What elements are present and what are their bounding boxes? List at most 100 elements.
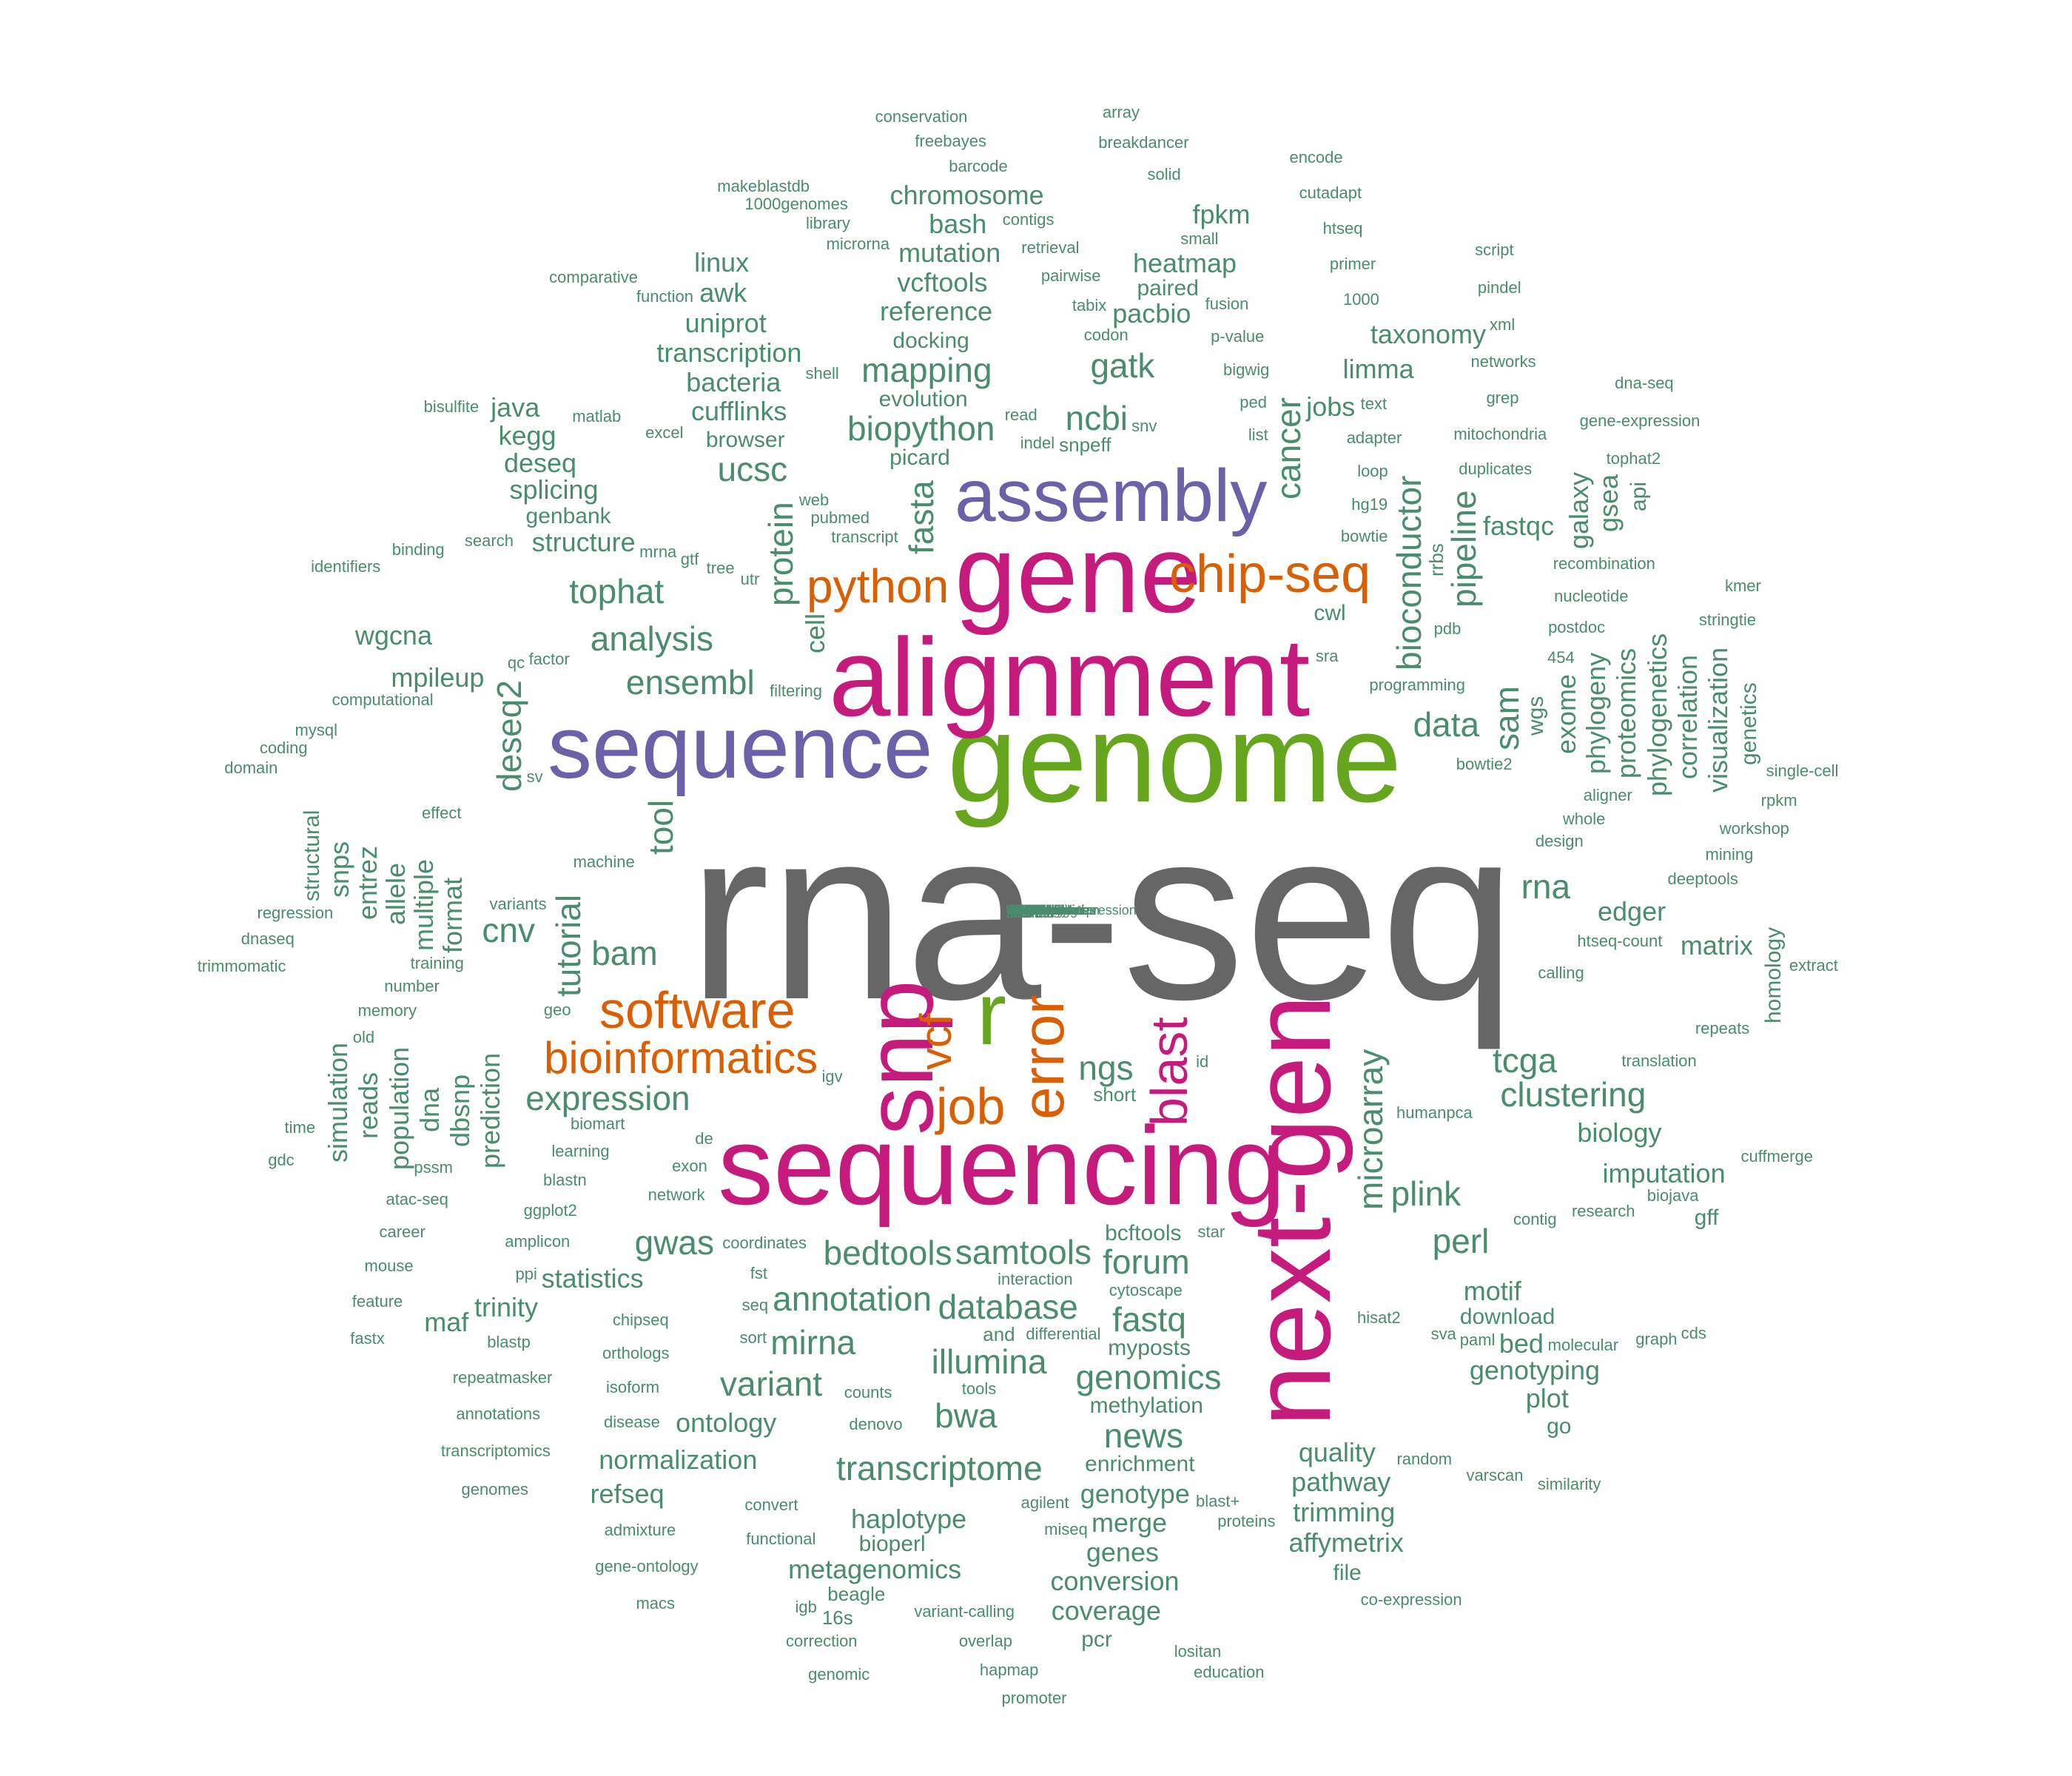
cloud-word: eqtl [1006, 903, 1029, 918]
cloud-word: igb [795, 1598, 817, 1617]
cloud-word: convert [744, 1496, 798, 1515]
cloud-word: exon [672, 1157, 707, 1176]
cloud-word: hapmap [979, 1660, 1039, 1679]
cloud-word: haploview [1006, 903, 1066, 918]
cloud-word: reference [880, 296, 993, 327]
cloud-word: picard [889, 445, 950, 470]
cloud-word: assembly [955, 454, 1268, 537]
cloud-word: 454 [1547, 648, 1575, 667]
cloud-word: blast+ [1196, 1492, 1240, 1511]
cloud-word: genbank [525, 503, 611, 528]
cloud-word: repeatmasker [452, 1368, 553, 1387]
cloud-word: score [1006, 903, 1040, 918]
cloud-word: counts [844, 1383, 892, 1402]
cloud-word: motif [1463, 1275, 1521, 1306]
cloud-word: phasing [1006, 903, 1054, 918]
cloud-word: sed [1006, 903, 1029, 918]
cloud-word: programming [1369, 676, 1465, 695]
cloud-word: bioconductor [1390, 475, 1429, 670]
cloud-word: gdc [268, 1151, 295, 1170]
cloud-word: copy [1006, 903, 1035, 918]
cloud-word: simulation [322, 1042, 353, 1163]
cloud-word: genomes [461, 1479, 528, 1498]
cloud-word: extraction [1006, 903, 1065, 918]
cloud-word: correction [785, 1632, 858, 1650]
cloud-word: data [1413, 705, 1480, 744]
cloud-word: genomic [808, 1665, 870, 1684]
cloud-word: differential [1026, 1325, 1101, 1344]
cloud-word: differential-expression [1006, 903, 1137, 918]
cloud-word: plink [1390, 1174, 1462, 1213]
cloud-word: similarity [1537, 1474, 1601, 1493]
cloud-word: variant [720, 1364, 823, 1403]
cloud-word: microarray [1350, 1049, 1390, 1210]
cloud-word: paml [1459, 1330, 1496, 1349]
cloud-word: files [1006, 903, 1031, 918]
cloud-word: wiggle [1006, 903, 1045, 918]
cloud-word: split [1006, 903, 1031, 918]
cloud-word: macs2 [1006, 903, 1046, 918]
cloud-word: sva [1430, 1325, 1456, 1344]
cloud-word: installation [1006, 903, 1070, 918]
cloud-word: mpileup [391, 662, 485, 693]
cloud-word: classification [1006, 903, 1083, 918]
cloud-word: retrieval [1021, 238, 1080, 257]
cloud-word: statistics [541, 1263, 644, 1294]
cloud-word: postdoc [1548, 618, 1606, 637]
cloud-word: orthomcl [1006, 903, 1058, 918]
cloud-word: deseq2 [490, 680, 529, 793]
cloud-word: script [1475, 240, 1514, 259]
cloud-word: multiple [408, 859, 440, 952]
cloud-word: regression [257, 904, 334, 923]
cloud-word: survival [1006, 903, 1052, 918]
cloud-word: matrix [1680, 930, 1753, 961]
cloud-word: intersect [1006, 903, 1057, 918]
cloud-word: normalization [599, 1444, 758, 1475]
cloud-word: frequency [1006, 903, 1066, 918]
cloud-word: bwa [935, 1396, 998, 1435]
cloud-word: file [1333, 1560, 1362, 1585]
cloud-word: filtering [770, 681, 822, 700]
cloud-word: pysam [1006, 903, 1046, 918]
cloud-word: chip-seq [1169, 545, 1371, 604]
cloud-word: text [1360, 394, 1388, 414]
cloud-word: index [1006, 903, 1039, 918]
cloud-word: protein [761, 502, 801, 606]
cloud-word: gene-ontology [595, 1557, 699, 1576]
cloud-word: gene [955, 511, 1202, 636]
cloud-word: ion [1006, 903, 1025, 918]
cloud-word: long [1006, 903, 1032, 918]
cloud-word: circos [1006, 903, 1042, 918]
cloud-word: filter [1006, 903, 1032, 918]
cloud-word: blast [1140, 1017, 1198, 1126]
cloud-word: rrna [1006, 903, 1031, 918]
cloud-word: sam [1487, 685, 1526, 750]
cloud-word: software [599, 981, 796, 1039]
cloud-word: refseq [590, 1478, 665, 1509]
cloud-word: bedops [1006, 903, 1051, 918]
cloud-word: bowtie2 [1456, 754, 1513, 773]
cloud-word: msa [1006, 903, 1032, 918]
cloud-word: docking [892, 328, 969, 353]
cloud-word: systems [1006, 903, 1056, 918]
cloud-word: affymetrix [1288, 1527, 1404, 1558]
cloud-word: genotyping [1469, 1355, 1601, 1386]
cloud-word: 1000genomes [744, 195, 848, 214]
cloud-word: disease [604, 1413, 660, 1432]
cloud-word: tumor [1006, 903, 1041, 918]
cloud-word: cigar [1006, 903, 1036, 918]
cloud-word: whole [1562, 810, 1606, 829]
cloud-word: ppi [515, 1264, 537, 1283]
cloud-word: old [352, 1028, 375, 1047]
cloud-word: limma [1342, 354, 1414, 385]
cloud-word: library [806, 214, 850, 233]
cloud-word: cell [799, 613, 830, 654]
cloud-word: distance [1006, 903, 1057, 918]
cloud-word: reads [353, 1072, 384, 1140]
cloud-word: lositan [1174, 1641, 1222, 1661]
cloud-word: cancer [1268, 397, 1308, 500]
cloud-word: ucsc [717, 449, 788, 488]
cloud-word: lncrna [1006, 903, 1043, 918]
cloud-word: phylogenetic [1006, 903, 1082, 918]
cloud-word: 1000 [1342, 289, 1379, 309]
